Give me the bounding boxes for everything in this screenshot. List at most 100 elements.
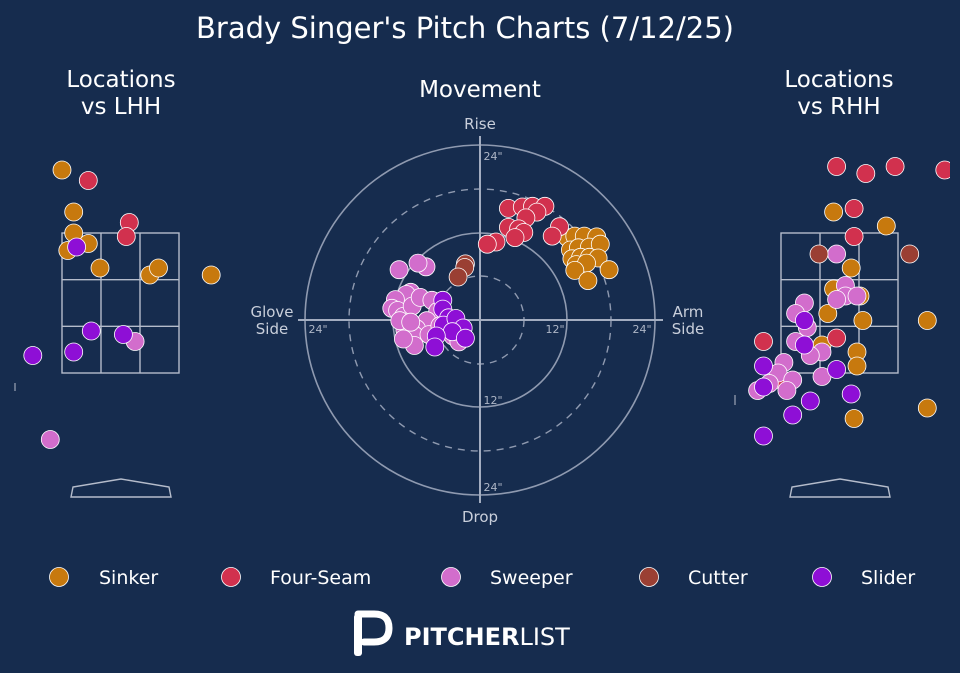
pitch-point-four-seam — [827, 328, 846, 348]
pitch-point-slider — [795, 335, 814, 355]
axis-label-arm-side: Arm Side — [672, 303, 704, 338]
pitch-point-sinker — [824, 202, 843, 222]
pitch-point-sinker — [847, 356, 867, 376]
pitch-point-slider — [425, 337, 445, 357]
legend-label-four-seam: Four-Seam — [270, 567, 371, 589]
logo-text: PITCHERLIST — [404, 623, 570, 651]
pitch-point-sinker — [149, 258, 168, 278]
pitch-point-four-seam — [856, 164, 876, 183]
legend-marker-four-seam — [221, 567, 241, 587]
ring-label-right: 24" — [632, 323, 651, 336]
panel-movement: Movement Rise Drop Glove Side Arm Side 24"… — [250, 77, 704, 526]
pitch-point-slider — [23, 346, 43, 365]
pitch-point-sweeper — [401, 312, 421, 332]
legend-marker-cutter — [639, 567, 659, 587]
pitch-point-slider — [800, 391, 820, 411]
pitch-point-slider — [754, 356, 773, 376]
pitch-point-four-seam — [264, 154, 282, 172]
movement-grid — [298, 136, 663, 503]
pitch-point-slider — [64, 342, 84, 362]
logo-mark — [354, 610, 393, 656]
pitch-point-sinker — [0, 252, 7, 270]
pitch-point-sweeper — [40, 430, 60, 449]
legend-marker-sweeper — [441, 567, 461, 587]
pitch-point-slider — [455, 328, 475, 348]
pitch-point-four-seam — [116, 227, 136, 246]
pitch-point-sinker — [52, 160, 72, 180]
points-lhh — [0, 154, 282, 449]
pitch-point-sinker — [917, 398, 937, 418]
pitch-point-sweeper — [393, 329, 413, 349]
pitch-point-slider — [114, 325, 133, 344]
ring-label-left: 24" — [308, 323, 327, 336]
pitch-point-sinker — [876, 216, 896, 236]
chart-title: Brady Singer's Pitch Charts (7/12/25) — [196, 11, 734, 45]
pitch-point-sweeper — [827, 244, 846, 264]
pitch-point-slider — [754, 377, 773, 397]
pitch-point-cutter — [900, 244, 920, 264]
pitch-point-sweeper — [847, 286, 867, 306]
ring-label-top: 24" — [483, 150, 502, 163]
pitch-point-cutter — [809, 244, 829, 264]
pitch-point-four-seam — [754, 332, 773, 351]
pitch-point-sinker — [917, 311, 937, 330]
legend-marker-slider — [812, 567, 832, 587]
legend-marker-sinker — [49, 567, 69, 587]
pitch-point-sinker — [844, 409, 864, 428]
pitch-point-slider — [841, 384, 861, 404]
pitch-point-sweeper — [408, 253, 428, 273]
pitch-point-sinker — [599, 260, 619, 280]
points-movement — [382, 196, 619, 357]
home-plate-lhh — [70, 478, 172, 498]
pitch-point-sinker — [853, 311, 873, 330]
pitch-point-sinker — [565, 260, 585, 280]
pitch-point-sinker — [578, 271, 598, 291]
pitch-point-sinker — [841, 258, 861, 278]
home-plate-rhh — [789, 478, 891, 498]
pitch-point-sweeper — [389, 260, 409, 280]
pitch-point-four-seam — [935, 160, 950, 180]
pitch-point-slider — [67, 237, 86, 257]
pitch-point-slider — [827, 360, 846, 379]
pitch-point-four-seam — [505, 228, 525, 248]
pitch-point-sweeper — [827, 290, 846, 309]
axis-label-glove-side: Glove Side — [250, 303, 293, 338]
pitcherlist-logo: PITCHERLIST — [354, 610, 570, 656]
panel-locations-lhh: Locations vs LHH — [0, 67, 282, 498]
pitch-point-four-seam — [477, 234, 497, 254]
pitch-point-slider — [795, 311, 814, 330]
legend-label-sweeper: Sweeper — [490, 567, 573, 589]
pitch-point-cutter — [448, 267, 468, 287]
legend-label-slider: Slider — [861, 567, 915, 589]
points-rhh — [748, 91, 957, 446]
pitch-point-four-seam — [827, 157, 846, 176]
pitch-point-four-seam — [542, 226, 562, 246]
panel-locations-rhh: Locations vs RHH — [734, 67, 957, 498]
pitch-point-four-seam — [939, 91, 957, 109]
ring-label-bottom: 24" — [483, 481, 502, 494]
axis-label-drop: Drop — [462, 508, 498, 526]
legend: Sinker Four-Seam Sweeper Cutter Slider — [49, 567, 915, 589]
panel-title-rhh: Locations vs RHH — [784, 67, 893, 120]
ring-label-right-inner: 12" — [545, 323, 564, 336]
pitch-point-four-seam — [885, 157, 905, 176]
pitch-point-sinker — [64, 202, 84, 222]
pitch-point-slider — [783, 405, 803, 425]
pitch-point-sinker — [818, 304, 838, 323]
legend-label-cutter: Cutter — [688, 567, 748, 589]
pitch-point-slider — [81, 321, 101, 341]
pitch-point-sinker — [201, 265, 221, 285]
legend-label-sinker: Sinker — [99, 567, 158, 589]
ring-label-bottom-inner: 12" — [483, 394, 502, 407]
axis-label-rise: Rise — [464, 115, 496, 133]
pitch-point-four-seam — [844, 199, 864, 218]
pitch-point-sweeper — [777, 381, 797, 400]
pitch-point-slider — [754, 426, 773, 446]
panel-title-lhh: Locations vs LHH — [66, 67, 175, 120]
pitch-point-four-seam — [844, 227, 864, 246]
pitch-point-four-seam — [78, 171, 98, 190]
pitch-point-sinker — [90, 258, 110, 278]
panel-title-movement: Movement — [419, 77, 541, 103]
pitch-point-sinker — [0, 287, 10, 305]
